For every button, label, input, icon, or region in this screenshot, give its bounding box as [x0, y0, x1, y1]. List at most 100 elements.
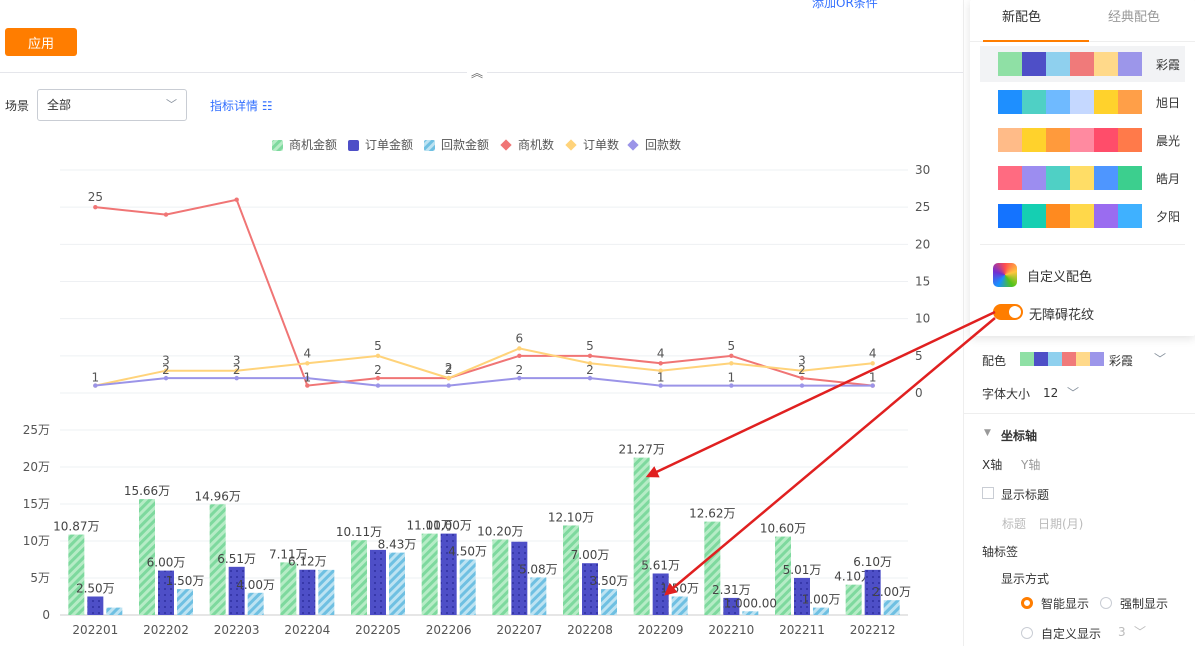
- line-point: [375, 375, 381, 381]
- line-point: [163, 375, 169, 381]
- caret-down-icon[interactable]: ▼: [984, 428, 991, 438]
- legend-marker: [424, 140, 435, 151]
- line-data-label: 1: [92, 371, 100, 385]
- color-swatch: [1070, 128, 1094, 152]
- toggle-knob: [1009, 306, 1021, 318]
- smart-display-radio[interactable]: [1021, 597, 1033, 609]
- popup-divider: [980, 244, 1185, 245]
- line-point: [163, 368, 169, 373]
- line-data-label: 3: [233, 354, 241, 368]
- scene-label: 场景: [5, 99, 30, 113]
- line-data-label: 4: [657, 346, 665, 360]
- x-tick-label: 202202: [143, 623, 189, 637]
- accessible-pattern-toggle[interactable]: [993, 304, 1023, 320]
- palette-option[interactable]: 旭日: [980, 84, 1185, 120]
- line-data-label: 5: [374, 339, 382, 353]
- tab-new-palette[interactable]: 新配色: [1002, 10, 1042, 25]
- active-tab-indicator: [983, 40, 1089, 42]
- apply-button[interactable]: 应用: [5, 28, 77, 56]
- legend-label: 订单数: [583, 137, 619, 152]
- line-data-label: 2: [798, 363, 806, 377]
- x-tick-label: 202210: [708, 623, 754, 637]
- y-tick-label-left: 15万: [23, 497, 50, 511]
- line-point: [305, 361, 310, 366]
- color-wheel-icon: [993, 263, 1017, 287]
- bar: [704, 521, 721, 615]
- line-point: [234, 197, 239, 202]
- bar-data-label: 11.00万: [425, 519, 471, 533]
- line-data-label: 5: [728, 339, 736, 353]
- bar-data-label: 3.50万: [590, 574, 629, 588]
- bar: [440, 533, 457, 615]
- color-swatch: [1094, 166, 1118, 190]
- palette-swatches: [998, 128, 1142, 152]
- y-tick-label-right: 30: [915, 163, 930, 177]
- palette-name: 彩霞: [1156, 58, 1181, 72]
- tab-x-axis[interactable]: X轴: [982, 458, 1003, 472]
- x-tick-label: 202211: [779, 623, 825, 637]
- bar: [280, 562, 297, 615]
- line-point: [93, 204, 98, 210]
- y-tick-label-right: 15: [915, 275, 930, 289]
- x-tick-label: 202209: [638, 623, 684, 637]
- color-swatch: [1118, 204, 1142, 228]
- tab-y-axis[interactable]: Y轴: [1021, 458, 1041, 472]
- color-swatch: [1070, 90, 1094, 114]
- show-title-checkbox[interactable]: [982, 487, 994, 499]
- tab-classic-palette[interactable]: 经典配色: [1108, 10, 1161, 25]
- color-swatch: [1118, 166, 1142, 190]
- color-swatch: [1118, 52, 1142, 76]
- section-divider: [964, 413, 1195, 414]
- palette-option[interactable]: 晨光: [980, 122, 1185, 158]
- line-point: [305, 383, 310, 388]
- scene-select[interactable]: 全部 ﹀: [37, 89, 187, 121]
- color-swatch: [1022, 204, 1046, 228]
- palette-option[interactable]: 皓月: [980, 160, 1185, 196]
- metric-detail-link[interactable]: 指标详情 ☷: [210, 99, 273, 113]
- font-size-select[interactable]: 12: [1043, 386, 1059, 400]
- title-input[interactable]: 日期(月): [1038, 517, 1084, 531]
- bar-data-label: 5.01万: [783, 563, 822, 577]
- color-swatch: [1046, 128, 1070, 152]
- axis-tick-label: 轴标签: [982, 545, 1019, 559]
- x-tick-label: 202205: [355, 623, 401, 637]
- custom-palette-option[interactable]: 自定义配色: [1027, 270, 1093, 285]
- color-swatch: [1118, 128, 1142, 152]
- line-point: [870, 361, 875, 366]
- bar: [389, 552, 405, 615]
- font-size-label: 字体大小: [982, 387, 1031, 401]
- color-swatch: [1022, 128, 1046, 152]
- bar: [228, 566, 245, 615]
- color-swatch: [1094, 52, 1118, 76]
- force-display-radio[interactable]: [1100, 597, 1112, 609]
- axis-section-title[interactable]: 坐标轴: [1001, 429, 1038, 443]
- color-swatch: [1062, 351, 1076, 366]
- bar: [68, 534, 85, 615]
- line-point: [587, 375, 593, 381]
- custom-display-select[interactable]: 3: [1118, 625, 1126, 639]
- palette-option[interactable]: 彩霞: [980, 46, 1185, 82]
- chevron-down-icon: ﹀: [1154, 352, 1167, 366]
- add-or-condition-link[interactable]: 添加OR条件: [812, 0, 878, 10]
- bar: [370, 549, 386, 615]
- legend-label: 回款金额: [441, 137, 489, 152]
- color-swatch: [998, 52, 1022, 76]
- line-data-label: 2: [233, 363, 241, 377]
- palette-name: 晨光: [1156, 134, 1181, 148]
- legend-marker: [627, 139, 639, 151]
- bar-data-label: 11.00万: [406, 519, 452, 533]
- bar: [813, 607, 829, 615]
- bar-data-label: 6.00万: [147, 556, 186, 570]
- bar: [87, 596, 104, 615]
- collapse-icon[interactable]: ︽: [467, 65, 487, 81]
- palette-option[interactable]: 夕阳: [980, 198, 1185, 234]
- bar: [106, 607, 123, 615]
- legend-label: 商机数: [518, 137, 554, 152]
- y-tick-label-right: 20: [915, 237, 930, 251]
- custom-display-radio[interactable]: [1021, 627, 1033, 639]
- color-swatch: [1046, 204, 1070, 228]
- line-data-label: 2: [445, 363, 453, 377]
- custom-display-label: 自定义显示: [1041, 627, 1102, 641]
- color-select[interactable]: [1020, 351, 1104, 366]
- color-swatch: [1046, 166, 1070, 190]
